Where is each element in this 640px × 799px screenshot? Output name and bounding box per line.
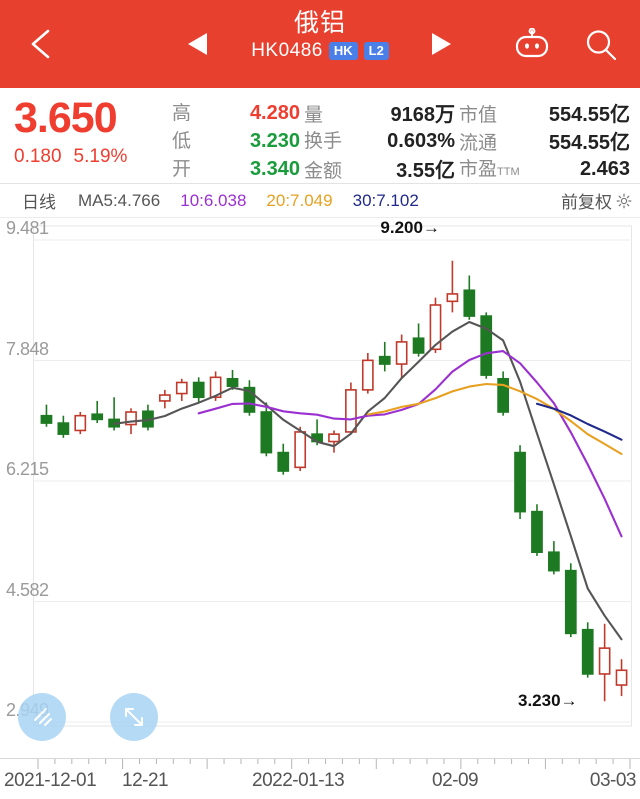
expand-arrows-icon bbox=[125, 708, 143, 726]
stat-label: 流通 bbox=[459, 133, 498, 154]
gear-icon bbox=[616, 193, 632, 208]
x-axis-label: 03-03 bbox=[589, 770, 637, 791]
ma5-legend: MA5:4.766 bbox=[78, 190, 161, 210]
previous-stock-button[interactable] bbox=[185, 30, 211, 58]
stat-label: 量 bbox=[304, 105, 324, 126]
x-axis-label: 02-09 bbox=[432, 770, 479, 791]
stat-label: 金额 bbox=[304, 161, 343, 182]
adjust-mode-button[interactable]: 前复权 bbox=[561, 188, 632, 213]
x-axis-label: 12-21 bbox=[122, 770, 169, 791]
fullscreen-button[interactable] bbox=[110, 693, 158, 741]
stat-value: 554.55亿 bbox=[548, 104, 630, 126]
stat-value: 3.55亿 bbox=[396, 160, 455, 182]
ma30-legend: 30:7.102 bbox=[352, 190, 419, 210]
chevron-left-icon bbox=[31, 29, 50, 59]
badge-market: HK bbox=[328, 42, 358, 60]
quote-panel: 3.650 0.180 5.19% 高 4.280 低 3.230 开 3.34… bbox=[0, 88, 640, 184]
triangle-right-icon bbox=[432, 33, 451, 55]
price-block: 3.650 0.180 5.19% bbox=[6, 92, 172, 183]
stats-column-2: 量 9168万 换手 0.603% 金额 3.55亿 bbox=[304, 92, 459, 183]
stat-label: 开 bbox=[172, 159, 192, 180]
high-price-annotation: 9.200→ bbox=[380, 218, 440, 237]
flash-lines-icon bbox=[34, 708, 52, 726]
x-axis-label: 2022-01-13 bbox=[252, 770, 345, 791]
stat-amount: 金额 3.55亿 bbox=[304, 154, 459, 182]
y-axis-label: 7.848 bbox=[6, 338, 49, 359]
stat-superscript: TTM bbox=[497, 166, 520, 178]
ma10-legend: 10:6.038 bbox=[180, 190, 247, 210]
indicator-bar: 日线 MA5:4.766 10:6.038 20:7.049 30:7.102 … bbox=[0, 184, 640, 218]
assistant-button[interactable] bbox=[512, 28, 552, 60]
stat-value: 0.603% bbox=[387, 130, 455, 152]
stat-pe-ratio: 市盈 TTM 2.463 bbox=[459, 154, 634, 182]
search-icon bbox=[586, 30, 617, 61]
stat-turnover-rate: 换手 0.603% bbox=[304, 126, 459, 154]
search-button[interactable] bbox=[584, 28, 618, 62]
low-price-annotation: 3.230→ bbox=[518, 691, 578, 711]
y-axis-label: 9.481 bbox=[6, 218, 49, 238]
candlestick-chart-svg bbox=[33, 225, 632, 727]
y-axis-label: 6.215 bbox=[6, 459, 49, 479]
stat-value: 2.463 bbox=[579, 158, 630, 180]
stock-code-row: HK0486 HK L2 bbox=[251, 40, 389, 62]
next-stock-button[interactable] bbox=[428, 30, 454, 58]
stat-label: 市盈 bbox=[459, 159, 498, 180]
ma20-legend: 20:7.049 bbox=[266, 190, 333, 210]
x-axis-ticks bbox=[0, 758, 640, 769]
stat-label: 换手 bbox=[304, 131, 343, 152]
stat-high: 高 4.280 bbox=[172, 98, 304, 126]
x-axis-label: 2021-12-01 bbox=[4, 770, 97, 791]
stats-column-1: 高 4.280 低 3.230 开 3.340 bbox=[172, 92, 304, 183]
robot-icon bbox=[515, 28, 549, 58]
stats-columns: 高 4.280 低 3.230 开 3.340 量 9168万 换 bbox=[172, 92, 634, 183]
stat-label: 低 bbox=[172, 131, 192, 152]
stat-low: 低 3.230 bbox=[172, 126, 304, 154]
app-header: 俄铝 HK0486 HK L2 bbox=[0, 0, 640, 88]
triangle-left-icon bbox=[188, 33, 207, 55]
stat-label: 高 bbox=[172, 103, 192, 124]
stat-label: 市值 bbox=[459, 105, 498, 126]
stat-value: 3.340 bbox=[249, 158, 300, 180]
change-absolute: 0.180 bbox=[14, 146, 62, 167]
badge-level: L2 bbox=[363, 42, 389, 60]
adjust-mode-label: 前复权 bbox=[561, 193, 612, 212]
x-axis: 2021-12-01 12-21 2022-01-13 02-09 03-03 bbox=[0, 758, 640, 799]
stat-market-cap: 市值 554.55亿 bbox=[459, 98, 634, 126]
stat-value: 554.55亿 bbox=[548, 132, 630, 154]
stock-code: HK0486 bbox=[251, 40, 323, 61]
stats-column-3: 市值 554.55亿 流通 554.55亿 市盈 TTM 2.463 bbox=[459, 92, 634, 183]
stat-open: 开 3.340 bbox=[172, 154, 304, 182]
chart-period-label[interactable]: 日线 bbox=[22, 193, 56, 212]
change-percent: 5.19% bbox=[73, 146, 128, 167]
stat-volume: 量 9168万 bbox=[304, 98, 459, 126]
last-price: 3.650 bbox=[14, 94, 118, 142]
back-button[interactable] bbox=[26, 26, 58, 62]
y-axis-label: 4.582 bbox=[6, 579, 49, 600]
price-chart[interactable]: 9.481 7.848 6.215 4.582 2.949 9.200→ 3.2… bbox=[0, 218, 640, 758]
stat-value: 9168万 bbox=[390, 104, 456, 126]
stat-float-cap: 流通 554.55亿 bbox=[459, 126, 634, 154]
stat-value: 3.230 bbox=[249, 130, 300, 152]
stat-value: 4.280 bbox=[249, 102, 300, 124]
flash-button[interactable] bbox=[18, 693, 66, 741]
change-row: 0.180 5.19% bbox=[14, 144, 172, 170]
